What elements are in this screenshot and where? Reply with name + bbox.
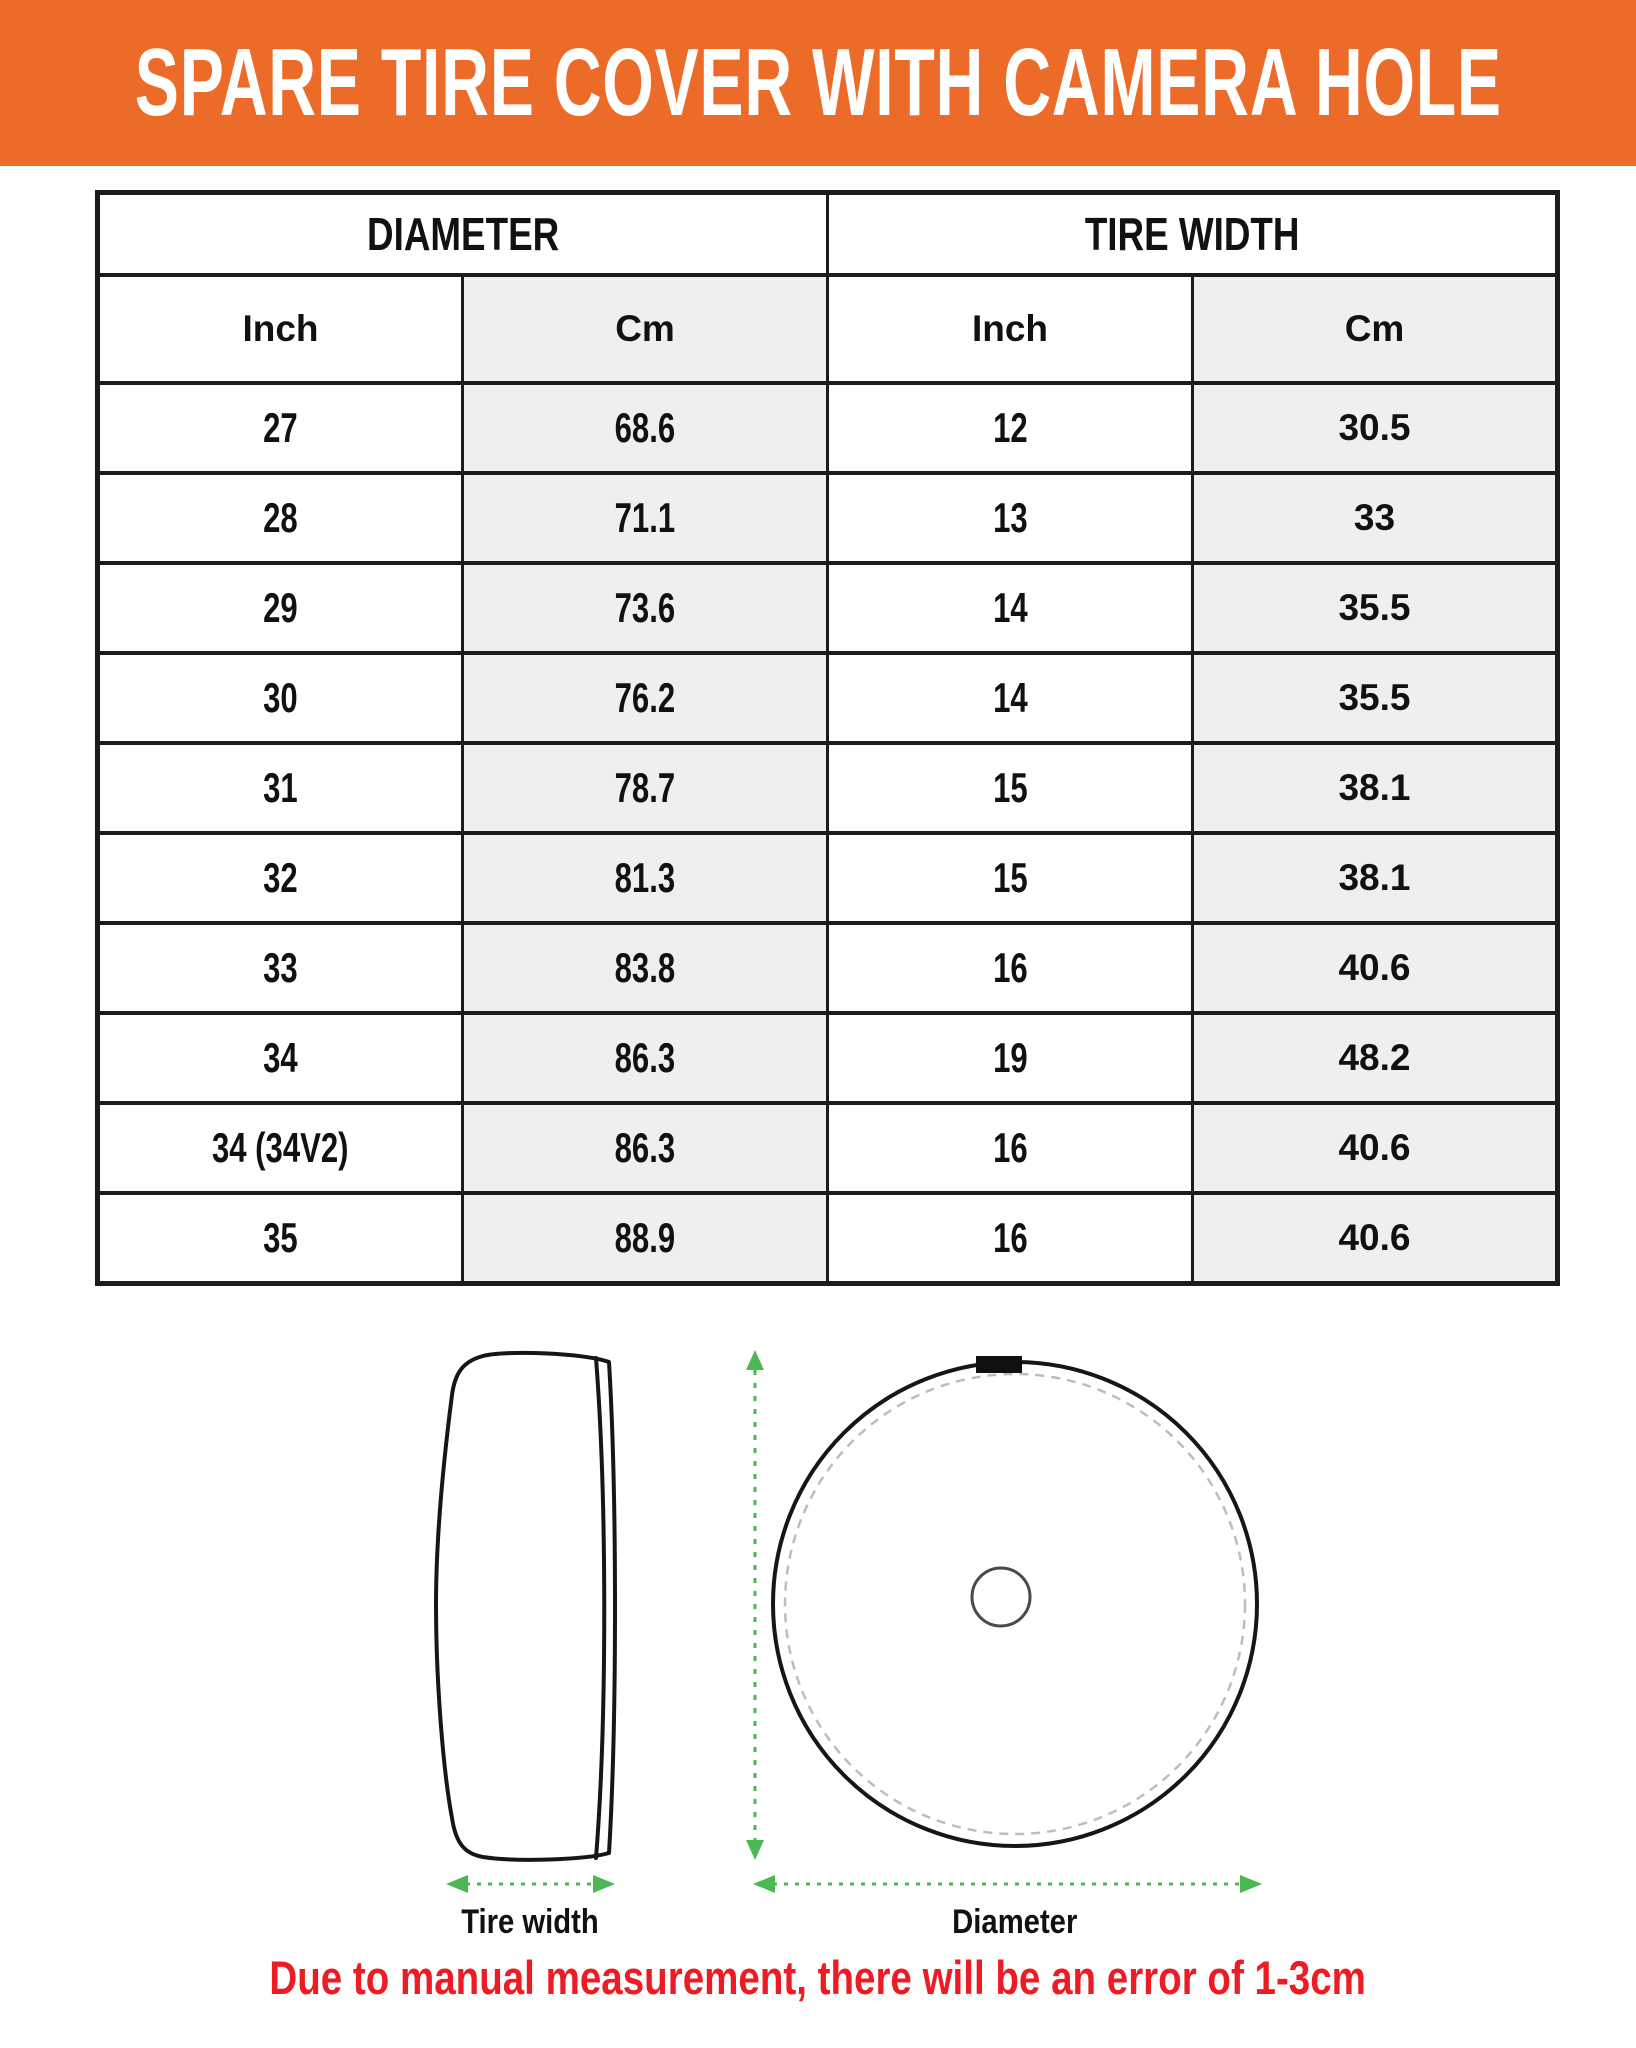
group-header-diameter: DIAMETER [96, 190, 829, 277]
table-cell: 73.6 [461, 561, 829, 655]
table-cell: 15 [826, 831, 1194, 925]
table-row: 28 71.1 13 33 [96, 471, 1559, 565]
table-column-header-row: Inch Cm Inch Cm [96, 273, 1559, 385]
table-cell: 34 (34V2) [96, 1101, 464, 1195]
diameter-label: Diameter [952, 1903, 1078, 1941]
table-row: 34 86.3 19 48.2 [96, 1011, 1559, 1105]
table-cell: 16 [826, 921, 1194, 1015]
table-cell: 33 [1191, 471, 1559, 565]
banner: SPARE TIRE COVER WITH CAMERA HOLE [0, 0, 1636, 166]
measurement-error-note: Due to manual measurement, there will be… [269, 1951, 1367, 2004]
table-cell: 14 [826, 561, 1194, 655]
table-cell: 81.3 [461, 831, 829, 925]
group-header-tire-width: TIRE WIDTH [826, 190, 1559, 277]
table-cell: 33 [96, 921, 464, 1015]
table-cell: 35 [96, 1191, 464, 1286]
table-cell: 40.6 [1191, 921, 1559, 1015]
table-cell: 28 [96, 471, 464, 565]
diameter-vertical-arrow [746, 1350, 764, 1860]
table-cell: 83.8 [461, 921, 829, 1015]
table-cell: 19 [826, 1011, 1194, 1105]
table-cell: 12 [826, 381, 1194, 475]
table-cell: 86.3 [461, 1101, 829, 1195]
page-title: SPARE TIRE COVER WITH CAMERA HOLE [134, 29, 1502, 136]
tire-measurement-diagram [434, 1350, 1262, 1893]
table-cell: 38.1 [1191, 831, 1559, 925]
tire-side-view [434, 1350, 617, 1862]
table-row: 32 81.3 15 38.1 [96, 831, 1559, 925]
table-cell: 68.6 [461, 381, 829, 475]
column-header-cm-tire-width: Cm [1191, 273, 1559, 385]
table-row: 27 68.6 12 30.5 [96, 381, 1559, 475]
table-row: 35 88.9 16 40.6 [96, 1191, 1559, 1286]
table-cell: 30.5 [1191, 381, 1559, 475]
table-cell: 35.5 [1191, 651, 1559, 745]
column-header-inch-tire-width: Inch [826, 273, 1194, 385]
camera-hole [970, 1566, 1032, 1628]
table-cell: 40.6 [1191, 1101, 1559, 1195]
table-row: 33 83.8 16 40.6 [96, 921, 1559, 1015]
table-cell: 78.7 [461, 741, 829, 835]
table-row: 34 (34V2) 86.3 16 40.6 [96, 1101, 1559, 1195]
table-cell: 31 [96, 741, 464, 835]
table-cell: 29 [96, 561, 464, 655]
table-cell: 16 [826, 1191, 1194, 1286]
table-cell: 35.5 [1191, 561, 1559, 655]
table-cell: 16 [826, 1101, 1194, 1195]
strap-mark [976, 1356, 1022, 1373]
table-cell: 88.9 [461, 1191, 829, 1286]
table-cell: 32 [96, 831, 464, 925]
table-cell: 15 [826, 741, 1194, 835]
table-cell: 71.1 [461, 471, 829, 565]
table-row: 31 78.7 15 38.1 [96, 741, 1559, 835]
column-header-cm-diameter: Cm [461, 273, 829, 385]
tire-width-arrow [446, 1875, 615, 1893]
table-cell: 13 [826, 471, 1194, 565]
diameter-arrow [753, 1875, 1262, 1893]
table-cell: 30 [96, 651, 464, 745]
table-row: 30 76.2 14 35.5 [96, 651, 1559, 745]
table-row: 29 73.6 14 35.5 [96, 561, 1559, 655]
table-cell: 48.2 [1191, 1011, 1559, 1105]
table-cell: 86.3 [461, 1011, 829, 1105]
table-cell: 27 [96, 381, 464, 475]
table-cell: 76.2 [461, 651, 829, 745]
table-cell: 38.1 [1191, 741, 1559, 835]
tire-width-label: Tire width [461, 1903, 599, 1941]
table-cell: 40.6 [1191, 1191, 1559, 1286]
column-header-inch-diameter: Inch [96, 273, 464, 385]
stitch-dashed-circle [783, 1372, 1247, 1836]
size-table: DIAMETER TIRE WIDTH Inch Cm Inch Cm 27 6… [95, 190, 1560, 1286]
table-cell: 34 [96, 1011, 464, 1105]
table-cell: 14 [826, 651, 1194, 745]
table-group-header-row: DIAMETER TIRE WIDTH [96, 190, 1559, 277]
